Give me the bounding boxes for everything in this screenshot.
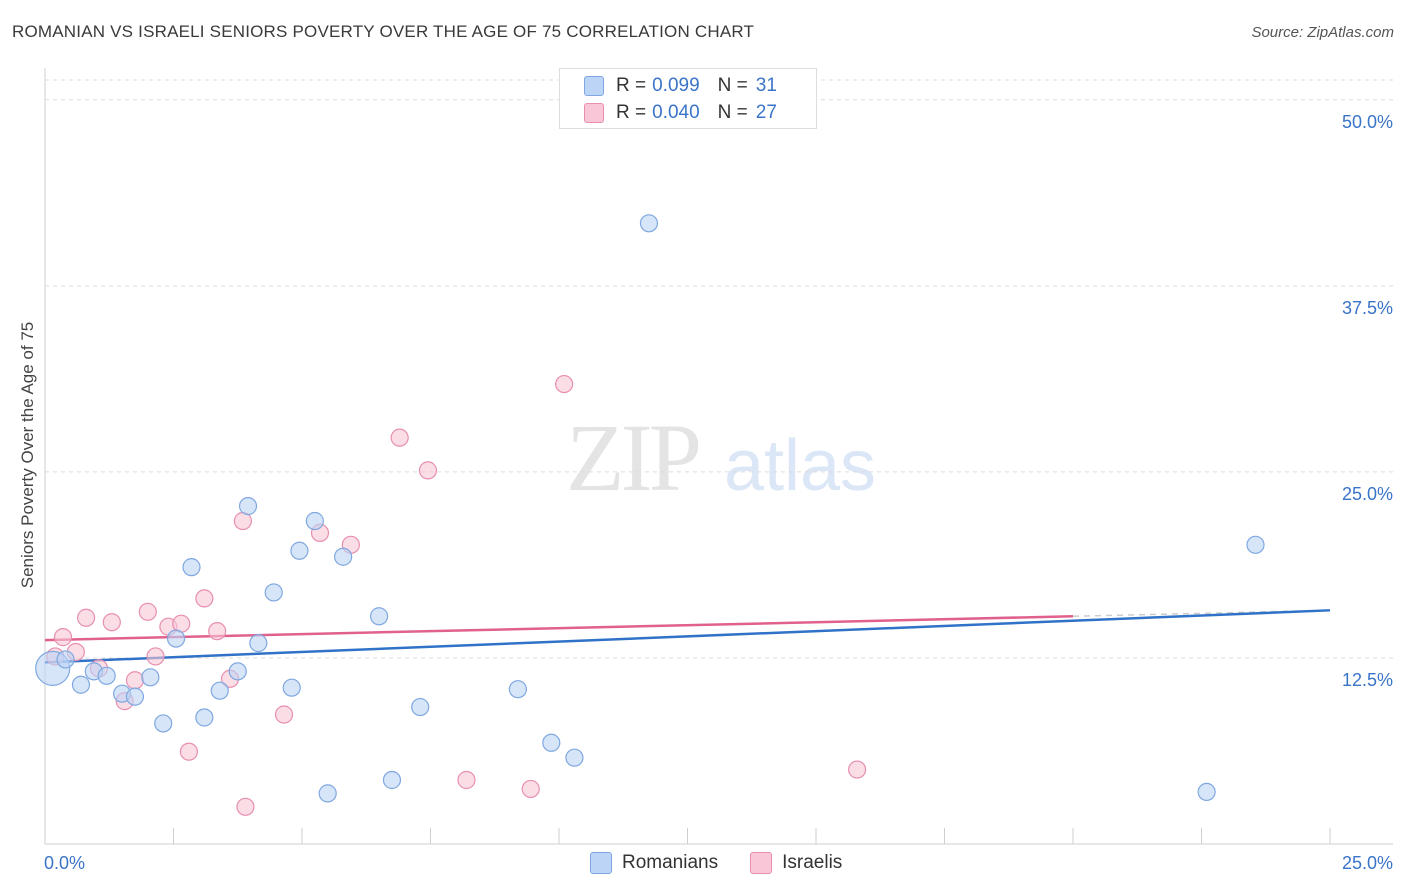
point-israeli: [848, 760, 867, 779]
point-romanian: [182, 558, 201, 577]
legend-label-israelis: Israelis: [782, 852, 843, 873]
legend-label-romanians: Romanians: [622, 852, 719, 873]
point-israeli: [521, 779, 540, 799]
point-romanian: [238, 497, 258, 516]
chart-title: ROMANIAN VS ISRAELI SENIORS POVERTY OVER…: [12, 22, 755, 41]
legend-n-label: N =: [717, 102, 748, 123]
point-romanian: [565, 748, 584, 767]
data-points: [35, 214, 1265, 816]
legend-n-value: 27: [755, 102, 777, 123]
point-israeli: [236, 797, 255, 816]
point-romanian: [1197, 782, 1216, 802]
legend-item-israelis: Israelis: [750, 852, 842, 874]
watermark-atlas: atlas: [724, 426, 876, 506]
trend-lines: [44, 609, 1331, 664]
point-israeli: [418, 461, 438, 480]
point-romanian: [71, 675, 91, 694]
grid-lines: [45, 79, 1393, 659]
point-israeli: [146, 647, 165, 666]
legend-row-israelis: R = 0.040 N = 27: [584, 100, 777, 126]
point-romanian: [318, 784, 337, 803]
y-tick-label: 50.0%: [1342, 112, 1393, 132]
point-israeli: [457, 770, 476, 790]
point-romanian: [370, 607, 389, 626]
point-romanian: [195, 708, 214, 727]
point-romanian: [411, 697, 430, 717]
legend-swatch-pink: [584, 103, 604, 123]
point-romanian: [125, 687, 145, 706]
point-romanian: [154, 714, 173, 733]
point-romanian: [166, 629, 186, 648]
point-romanian: [639, 214, 659, 233]
point-romanian: [228, 662, 247, 681]
point-israeli: [77, 608, 96, 627]
point-romanian: [1246, 535, 1265, 554]
point-israeli: [274, 705, 294, 724]
point-romanian: [97, 666, 116, 685]
axes: [44, 68, 1393, 845]
tick-labels: 12.5% 25.0% 37.5% 50.0% 0.0% 25.0%: [44, 112, 1393, 873]
point-israeli: [102, 613, 121, 632]
correlation-legend: R = 0.099 N = 31 R = 0.040 N = 27: [559, 68, 817, 129]
point-israeli: [138, 602, 157, 621]
x-tick-label-max: 25.0%: [1342, 853, 1393, 873]
y-axis-label: Seniors Poverty Over the Age of 75: [18, 321, 37, 589]
point-romanian: [290, 541, 309, 560]
point-israeli: [195, 589, 214, 608]
legend-item-romanians: Romanians: [590, 852, 718, 874]
legend-r-value: 0.099: [652, 75, 700, 96]
point-israeli: [390, 428, 409, 447]
point-romanian: [542, 733, 561, 752]
series-legend: Romanians Israelis: [590, 852, 874, 874]
legend-swatch-blue: [584, 76, 604, 96]
point-israeli: [53, 628, 73, 647]
x-tick-label-min: 0.0%: [44, 853, 85, 873]
point-romanian: [305, 511, 324, 531]
legend-n-value: 31: [755, 75, 777, 96]
legend-swatch-israelis: [750, 852, 773, 874]
point-romanian: [210, 681, 229, 700]
legend-r-label: R =: [616, 75, 647, 96]
watermark: ZIP atlas: [566, 404, 876, 511]
point-israeli: [555, 374, 574, 394]
point-romanian: [382, 770, 402, 790]
point-israeli: [179, 742, 199, 761]
y-tick-label: 12.5%: [1342, 670, 1393, 690]
point-romanian: [56, 650, 75, 669]
point-romanian: [508, 680, 527, 699]
watermark-zip: ZIP: [566, 404, 699, 511]
legend-row-romanians: R = 0.099 N = 31: [584, 73, 777, 99]
y-tick-label: 37.5%: [1342, 298, 1393, 318]
point-romanian: [264, 583, 283, 602]
legend-r-value: 0.040: [652, 102, 700, 123]
point-israeli: [208, 622, 227, 641]
point-romanian: [334, 547, 353, 566]
trend-line-romanians: [44, 609, 1331, 664]
point-romanian: [282, 678, 301, 697]
legend-swatch-romanians: [590, 852, 612, 874]
point-romanian: [141, 668, 160, 687]
point-israeli: [125, 671, 145, 690]
y-tick-label: 25.0%: [1342, 484, 1393, 504]
legend-r-label: R =: [616, 102, 647, 123]
point-romanian: [249, 633, 268, 653]
source-label: Source: ZipAtlas.com: [1251, 24, 1394, 41]
legend-n-label: N =: [717, 75, 748, 96]
